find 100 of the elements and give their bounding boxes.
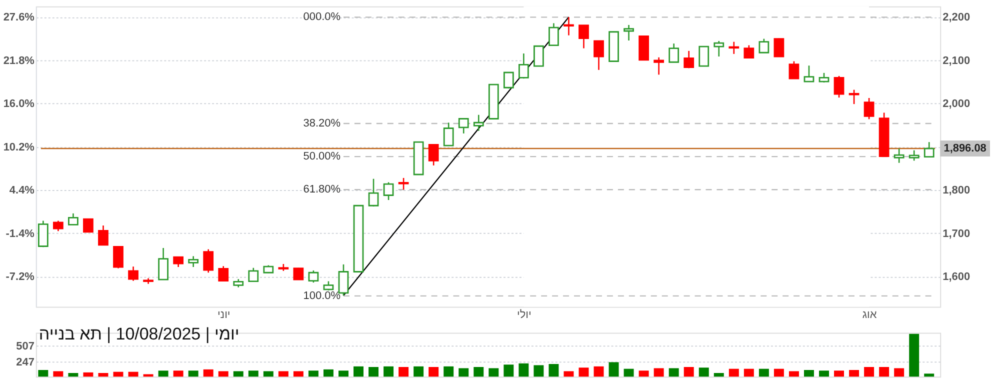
- bar: [668, 368, 679, 377]
- candlestick: [458, 118, 469, 134]
- candlestick: [534, 45, 544, 67]
- ref-line-label: 1,896.08: [944, 142, 986, 155]
- y-tick-label: 507: [16, 340, 34, 353]
- bar: [774, 368, 784, 377]
- bar: [714, 373, 724, 377]
- bar: [534, 365, 544, 377]
- candlestick: [128, 266, 138, 282]
- candlestick: [744, 44, 754, 59]
- y2-tick-label: 21.8%: [3, 54, 35, 67]
- candlestick: [323, 280, 334, 291]
- bar: [38, 370, 48, 377]
- candlestick: [428, 144, 439, 166]
- bar: [608, 362, 619, 377]
- bar: [188, 370, 198, 377]
- bar: [233, 371, 244, 377]
- candlestick: [158, 247, 168, 281]
- candlestick: [203, 248, 214, 274]
- y2-tick-label: -1.4%: [6, 228, 35, 240]
- bar: [594, 366, 604, 377]
- y-tick-label: 1,700: [942, 228, 970, 240]
- annotation: 50.00%: [303, 150, 341, 163]
- bar: [308, 370, 318, 377]
- candlestick: [774, 38, 784, 58]
- bar: [143, 374, 154, 377]
- candlestick: [113, 246, 124, 269]
- candlestick: [98, 224, 108, 246]
- y2-tick-label: 27.6%: [3, 12, 35, 24]
- bar: [638, 370, 649, 377]
- bar: [278, 371, 288, 377]
- candlestick: [668, 42, 680, 64]
- bar: [323, 369, 334, 377]
- candlestick: [758, 38, 770, 54]
- annotation: יומי | 10/08/2025 | תא בנייה: [38, 324, 240, 344]
- bar: [788, 371, 799, 377]
- bar: [458, 368, 469, 377]
- bar: [158, 370, 168, 377]
- y-tick-label: 1,800: [942, 184, 970, 197]
- y2-tick-label: 10.2%: [3, 141, 35, 154]
- y-tick-label: 1,600: [942, 271, 970, 283]
- bar: [368, 367, 379, 377]
- bar: [909, 334, 920, 377]
- bar: [578, 368, 589, 377]
- bar: [173, 370, 184, 377]
- candlestick: [894, 148, 904, 164]
- bar: [564, 371, 574, 377]
- bar: [894, 368, 904, 377]
- candlestick: [714, 40, 724, 58]
- bar: [263, 371, 274, 377]
- bar: [293, 371, 304, 377]
- x-tick-label: יוני: [217, 309, 230, 322]
- bar: [879, 367, 890, 377]
- candlestick: [52, 220, 64, 232]
- bar: [804, 370, 814, 377]
- x-tick-label: אוג: [862, 309, 877, 322]
- bar: [218, 371, 228, 377]
- candlestick: [248, 267, 259, 282]
- bar: [354, 366, 364, 377]
- candlestick: [864, 97, 874, 120]
- candlestick: [398, 177, 409, 190]
- y-tick-label: 247: [16, 356, 34, 368]
- annotation: 000.0%: [303, 11, 341, 24]
- bar: [834, 370, 844, 377]
- candlestick: [368, 178, 379, 208]
- bar: [444, 366, 454, 377]
- y-tick-label: 2,200: [942, 12, 970, 24]
- candlestick: [788, 60, 800, 80]
- bar: [864, 367, 874, 377]
- y2-tick-label: 16.0%: [3, 98, 35, 110]
- candlestick: [578, 24, 589, 49]
- bar: [819, 370, 829, 377]
- candlestick: [68, 212, 78, 226]
- candlestick: [818, 72, 830, 84]
- bar: [728, 368, 739, 377]
- candlestick: [383, 182, 394, 201]
- bar: [53, 371, 64, 377]
- bar: [398, 367, 409, 377]
- y2-tick-label: -7.2%: [6, 271, 35, 283]
- bar: [248, 370, 258, 377]
- bar: [849, 370, 860, 377]
- candlestick: [624, 24, 634, 42]
- y-tick-label: 2,000: [942, 98, 970, 110]
- candlestick: [924, 141, 934, 158]
- candlestick: [804, 64, 814, 83]
- bar: [68, 373, 78, 377]
- bar: [338, 370, 348, 377]
- candlestick: [728, 41, 740, 55]
- annotation: 100.0%: [303, 290, 341, 302]
- candlestick: [834, 75, 844, 98]
- y2-tick-label: 4.4%: [9, 184, 35, 197]
- candlestick: [83, 218, 94, 233]
- candlestick: [548, 22, 559, 46]
- bar: [203, 369, 214, 377]
- bar: [83, 372, 94, 377]
- bar: [684, 367, 694, 377]
- bar: [624, 368, 634, 377]
- candlestick: [638, 35, 649, 61]
- annotation: 61.80%: [303, 184, 341, 196]
- candlestick: [473, 114, 484, 132]
